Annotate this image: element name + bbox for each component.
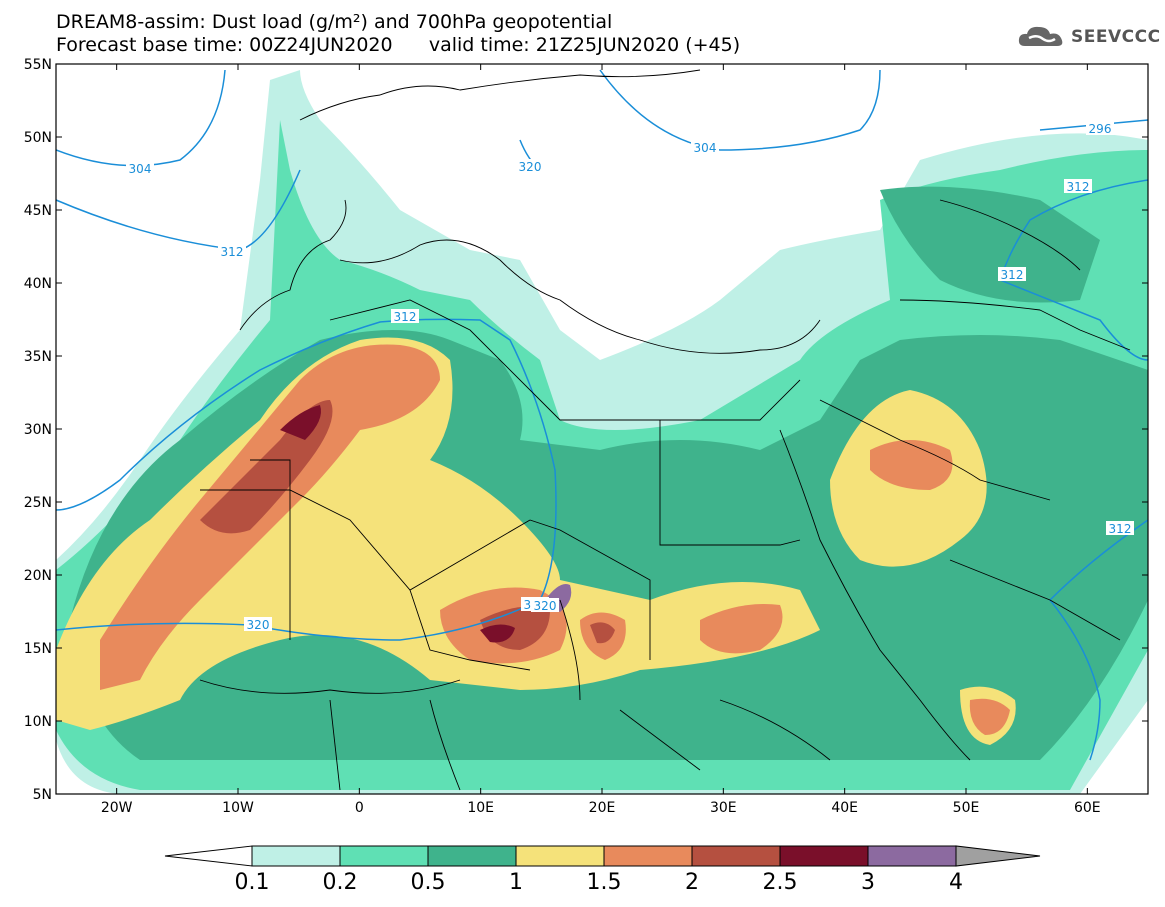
colorbar-label: 3 (861, 870, 875, 895)
lat-label: 5N (33, 787, 52, 803)
contour-label-bg (998, 267, 1026, 281)
colorbar-label: 0.5 (410, 870, 446, 895)
colorbar-label: 4 (949, 870, 963, 895)
lat-label: 55N (24, 57, 52, 73)
colorbar-label: 1.5 (586, 870, 622, 895)
contour-label-bg (1106, 521, 1134, 535)
contour-label: 312 (1001, 268, 1024, 282)
lat-label: 10N (24, 714, 52, 730)
latitude-axis: 55N 50N 45N 40N 35N 30N 25N 20N 15N 10N 5N (24, 57, 1148, 803)
lat-label: 35N (24, 349, 52, 365)
colorbar-segment (251, 845, 341, 867)
colorbar-segment (779, 845, 869, 867)
colorbar-segment (427, 845, 517, 867)
lon-label: 60E (1074, 800, 1101, 816)
colorbar (164, 845, 1041, 867)
map-title-line-1: DREAM8-assim: Dust load (g/m²) and 700hP… (56, 11, 613, 33)
colorbar-segment (515, 845, 605, 867)
colorbar-segment (867, 845, 957, 867)
contour-label-bg (1086, 121, 1114, 135)
contour-label: 320 (519, 160, 542, 174)
contour-label-bg (391, 309, 419, 323)
contour-label-bg (244, 617, 272, 631)
contour-label-bg (218, 244, 246, 258)
contour-labels: 304312320312320304312296312320320312 (126, 121, 1134, 632)
colorbar-label: 1 (509, 870, 523, 895)
colorbar-label: 2 (685, 870, 699, 895)
coastlines-and-borders (199, 69, 1131, 791)
lon-label: 40E (831, 800, 858, 816)
logo-text: SEEVCCC (1071, 27, 1161, 47)
contour-label: 296 (1089, 122, 1112, 136)
contour-label: 320 (534, 599, 557, 613)
lat-label: 40N (24, 276, 52, 292)
contour-label-bg (126, 161, 154, 175)
contour-label: 320 (247, 618, 270, 632)
lon-label: 20W (101, 800, 133, 816)
lat-label: 15N (24, 641, 52, 657)
lon-label: 50E (953, 800, 980, 816)
lon-label: 10E (467, 800, 494, 816)
contour-label-bg (1064, 179, 1092, 193)
lon-label: 10W (222, 800, 254, 816)
contour-label: 312 (1109, 522, 1132, 536)
cloud-icon (1018, 26, 1063, 46)
contour-label: 304 (694, 141, 717, 155)
colorbar-segment (603, 845, 693, 867)
contour-label: 312 (1067, 180, 1090, 194)
colorbar-label: 2.5 (762, 870, 798, 895)
colorbar-segment (339, 845, 429, 867)
lat-label: 45N (24, 203, 52, 219)
lon-label: 30E (710, 800, 737, 816)
longitude-axis: 20W 10W 0 10E 20E 30E 40E 50E 60E (101, 64, 1101, 816)
lat-label: 50N (24, 130, 52, 146)
contour-label-bg (516, 159, 544, 173)
lon-label: 0 (355, 800, 364, 816)
colorbar-label: 0.2 (322, 870, 358, 895)
contour-label: 312 (394, 310, 417, 324)
map-title-line-2: Forecast base time: 00Z24JUN2020 valid t… (56, 34, 741, 56)
contour-label-bg (531, 598, 559, 612)
seevccc-logo: SEEVCCC (1017, 24, 1161, 50)
contour-label: 304 (129, 162, 152, 176)
lat-label: 20N (24, 568, 52, 584)
contour-label: 312 (221, 245, 244, 259)
colorbar-over-triangle (955, 845, 1041, 867)
colorbar-segment (691, 845, 781, 867)
lon-label: 20E (589, 800, 616, 816)
dust-fields (56, 64, 1148, 794)
colorbar-under-triangle (164, 845, 253, 867)
lat-label: 30N (24, 422, 52, 438)
lat-label: 25N (24, 495, 52, 511)
colorbar-label: 0.1 (234, 870, 270, 895)
contour-label-bg (691, 140, 719, 154)
